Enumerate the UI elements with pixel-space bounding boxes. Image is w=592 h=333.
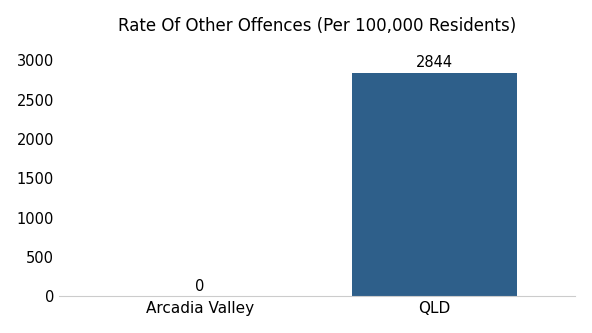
Title: Rate Of Other Offences (Per 100,000 Residents): Rate Of Other Offences (Per 100,000 Resi…	[118, 17, 516, 35]
Text: 2844: 2844	[416, 55, 453, 70]
Text: 0: 0	[195, 279, 204, 294]
Bar	[352, 73, 517, 296]
